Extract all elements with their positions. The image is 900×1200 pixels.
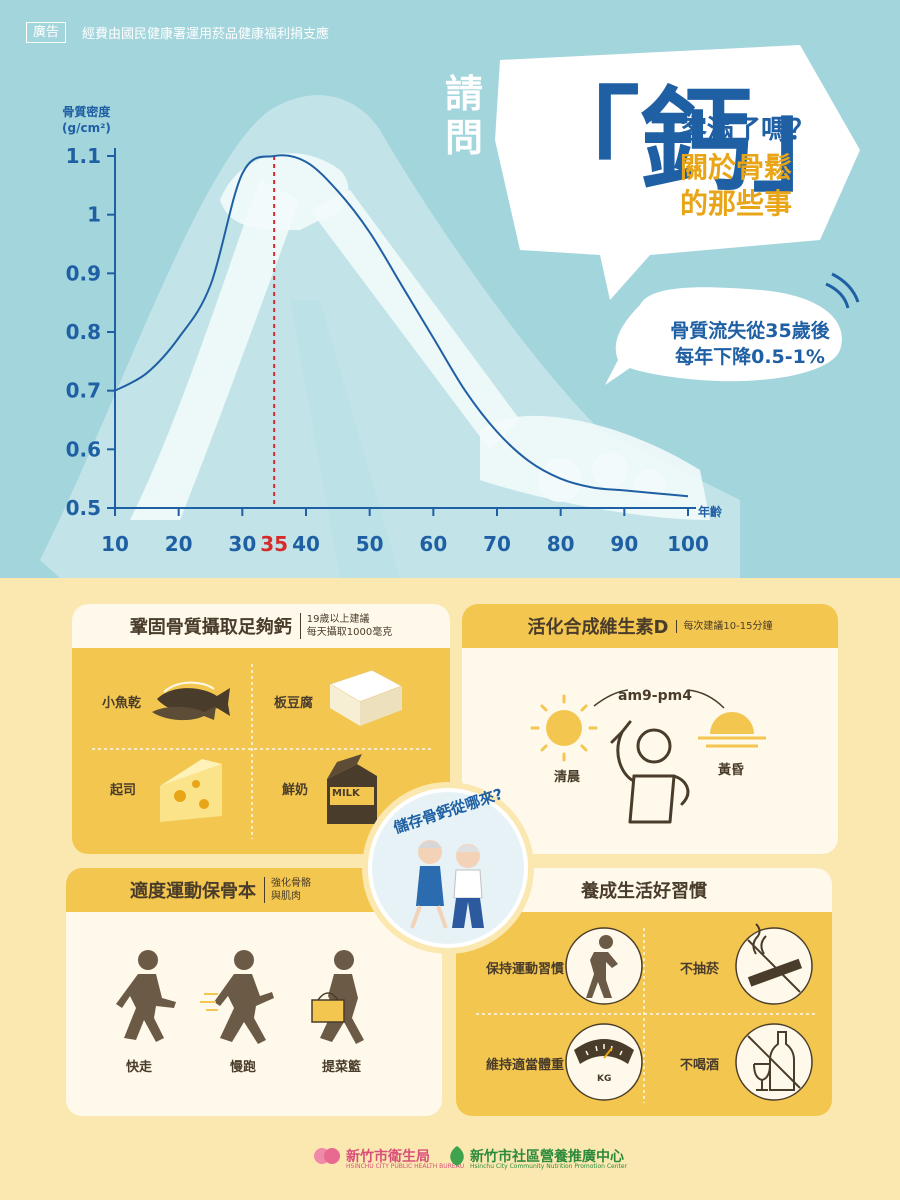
stretching-person-icon [586, 935, 618, 998]
y-tick-label: 0.6 [66, 437, 101, 461]
vitamin-d-card-header: 活化合成維生素D 每次建議10-15分鐘 [462, 604, 838, 648]
shopping-basket-person-icon [311, 950, 364, 1044]
walking-person-icon [116, 950, 176, 1042]
milk-carton-icon [327, 754, 377, 824]
x-tick-label: 30 [228, 532, 256, 556]
motion-lines-icon [200, 993, 218, 1011]
habit-no-alcohol: 不喝酒 [680, 1058, 720, 1073]
calcium-illustrations [92, 664, 432, 839]
scale-label: KG [597, 1074, 612, 1084]
dried-fish-icon [152, 681, 230, 721]
elderly-couple-icon [410, 840, 484, 929]
x-tick-label: 10 [101, 532, 129, 556]
chart-xlabel: 年齡 [698, 504, 722, 519]
x-tick-label: 40 [292, 532, 320, 556]
x-tick-label: 80 [547, 532, 575, 556]
scale-icon [574, 1039, 634, 1064]
x-tick-label: 50 [356, 532, 384, 556]
exercise-item-basket: 提菜籃 [322, 1060, 362, 1075]
x-tick-label: 35 [260, 532, 288, 556]
sunset-icon [698, 712, 766, 748]
x-tick-label: 100 [667, 532, 709, 556]
habit-weight: 維持適當體重 [486, 1058, 565, 1073]
y-tick-label: 0.8 [66, 320, 101, 344]
calcium-card-sub1: 19歲以上建議 [306, 614, 370, 625]
nutrition-center-logo-icon [450, 1146, 464, 1166]
vitamin-d-card: 活化合成維生素D 每次建議10-15分鐘 [462, 604, 838, 854]
headline-calcium: 「鈣」 [528, 77, 864, 207]
flexing-person-icon [610, 720, 690, 824]
loss-line2: 每年下降0.5-1% [675, 346, 825, 368]
hero-section: 廣告 經費由國民健康署運用菸品健康福利捐支應 請問 「鈣」 客滿了嗎？ 關於骨鬆… [0, 0, 900, 578]
exercise-card-sub: 強化骨骼 與肌肉 [264, 877, 311, 903]
vitamin-d-morning: 清晨 [554, 770, 581, 785]
footer-org1: 新竹市衛生局 [346, 1149, 430, 1165]
center-badge [362, 782, 534, 954]
vitamin-d-dusk: 黃昏 [718, 763, 745, 778]
habits-illustrations [476, 923, 816, 1103]
bone-density-chart: 0.5 0.6 0.7 0.8 0.9 1 1.1 10 20 30 35 40 50 60 70 80 90 1… [66, 144, 722, 556]
ad-tag: 廣告 [26, 22, 67, 43]
habit-no-smoking: 不抽菸 [680, 962, 720, 977]
exercise-item-jog: 慢跑 [230, 1060, 257, 1075]
calcium-card-title: 鞏固骨質攝取足夠鈣 [129, 617, 292, 638]
ad-funding-note: 經費由國民健康署運用菸品健康福利捐支應 [82, 27, 330, 42]
no-alcohol-icon [747, 1031, 801, 1091]
health-bureau-logo-icon [314, 1148, 340, 1164]
y-tick-label: 0.5 [66, 496, 101, 520]
x-tick-label: 20 [165, 532, 193, 556]
cheese-icon [160, 759, 222, 822]
habits-card-title: 養成生活好習慣 [581, 881, 707, 902]
vitamin-d-time: am9-pm4 [618, 688, 692, 704]
calcium-card-sub: 19歲以上建議 每天攝取1000毫克 [299, 613, 393, 639]
y-tick-label: 0.7 [66, 379, 101, 403]
loss-line1: 骨質流失從35歲後 [670, 320, 830, 342]
exercise-item-walk: 快走 [126, 1060, 153, 1075]
calcium-card-header: 鞏固骨質攝取足夠鈣 19歲以上建議 每天攝取1000毫克 [72, 604, 450, 648]
exercise-card-sub2: 與肌肉 [271, 891, 301, 902]
jogging-person-icon [214, 950, 274, 1044]
headline-line3: 的那些事 [680, 187, 793, 220]
exercise-card-sub1: 強化骨骼 [271, 878, 311, 889]
headline-line2: 關於骨鬆 [680, 151, 793, 184]
calcium-card-sub2: 每天攝取1000毫克 [306, 627, 393, 638]
chart-ylabel-line2: (g/cm²) [62, 121, 111, 135]
bone-illustration [40, 95, 740, 578]
x-tick-label: 90 [610, 532, 638, 556]
vitamin-d-card-sub: 每次建議10-15分鐘 [676, 619, 773, 633]
sun-icon [530, 694, 598, 762]
exercise-illustrations [116, 950, 364, 1044]
chart-ylabel-line1: 骨質密度 [62, 105, 111, 119]
headline-line1: 客滿了嗎？ [680, 115, 815, 146]
y-tick-label: 0.9 [66, 261, 101, 285]
no-smoking-icon [747, 923, 803, 993]
calcium-item-tofu: 板豆腐 [274, 696, 314, 711]
headline-small: 請問 [445, 72, 484, 160]
speech-bubble [495, 45, 860, 385]
bone-density-series-line [114, 154, 689, 498]
milk-carton-label: MILK [332, 788, 360, 799]
footer-org2-en: Hsinchu City Community Nutrition Promoti… [470, 1163, 628, 1170]
calcium-item-milk: 鮮奶 [282, 783, 309, 798]
y-tick-label: 1.1 [66, 144, 101, 168]
footer-org1-en: HSINCHU CITY PUBLIC HEALTH BUREAU [346, 1163, 465, 1170]
y-tick-label: 1 [87, 203, 101, 227]
x-tick-label: 70 [483, 532, 511, 556]
x-tick-label: 60 [419, 532, 447, 556]
calcium-item-cheese: 起司 [110, 783, 137, 798]
vitamin-d-illustrations [530, 689, 766, 824]
habit-exercise: 保持運動習慣 [486, 962, 565, 977]
chart-ylabel: 骨質密度 (g/cm²) [62, 104, 111, 136]
tofu-icon [328, 669, 404, 726]
calcium-item-fish: 小魚乾 [102, 696, 142, 711]
footer-org2: 新竹市社區營養推廣中心 [470, 1149, 624, 1165]
vitamin-d-card-title: 活化合成維生素D [527, 617, 669, 638]
exercise-card-title: 適度運動保骨本 [130, 881, 256, 902]
